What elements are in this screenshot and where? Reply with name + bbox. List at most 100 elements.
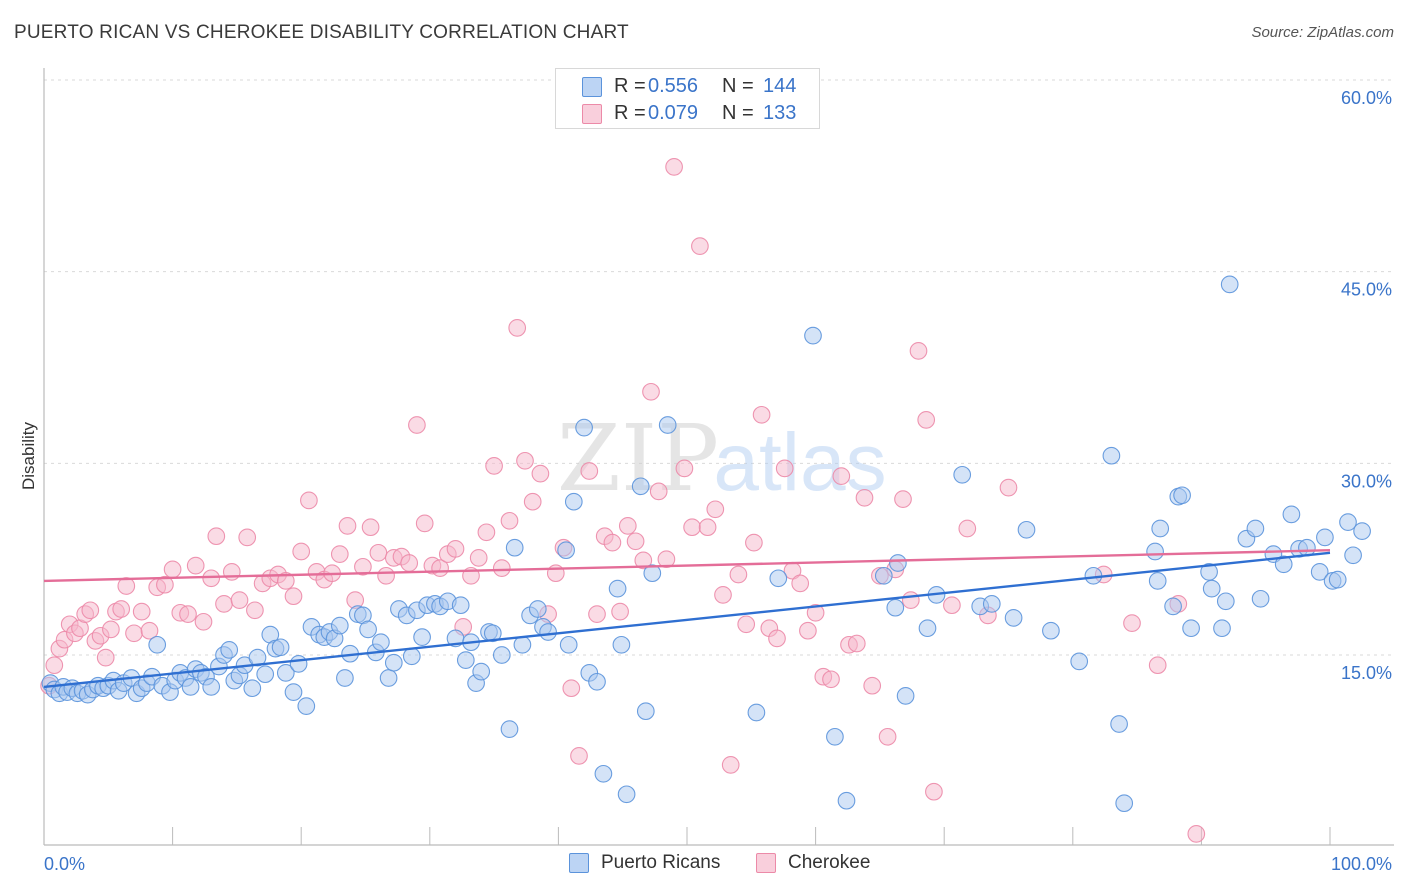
cherokee-point xyxy=(125,624,143,643)
cherokee-point xyxy=(901,591,920,609)
puerto-rican-point xyxy=(297,697,316,715)
cherokee-point xyxy=(925,782,943,801)
puerto-rican-point xyxy=(874,566,893,585)
cherokee-point xyxy=(863,676,882,695)
cherokee-point xyxy=(361,518,380,537)
puerto-rican-point xyxy=(402,647,421,666)
gridlines xyxy=(44,79,1394,656)
puerto-rican-point xyxy=(472,662,491,681)
cherokee-point xyxy=(508,319,527,337)
puerto-rican-point xyxy=(181,678,200,696)
correlation-legend: R = 0.556 N = 144 R = 0.079 N = 133 xyxy=(555,68,820,129)
y-tick-label: 15.0% xyxy=(1341,663,1392,683)
puerto-rican-point xyxy=(559,635,578,654)
puerto-rican-point xyxy=(1251,589,1270,608)
cherokee-point xyxy=(806,603,825,622)
cherokee-point xyxy=(408,416,426,434)
puerto-rican-point xyxy=(896,687,915,705)
cherokee-point xyxy=(377,566,395,585)
puerto-rican-point xyxy=(1148,572,1167,590)
source-label: Source: ZipAtlas.com xyxy=(1251,24,1394,41)
r-label: R = xyxy=(614,75,646,97)
y-tick-label: 45.0% xyxy=(1341,280,1392,300)
puerto-rican-point xyxy=(456,651,475,669)
cherokee-point xyxy=(745,533,763,552)
cherokee-point xyxy=(469,549,488,567)
cherokee-point xyxy=(246,601,264,620)
puerto-rican-point xyxy=(953,465,972,484)
cherokee-point xyxy=(179,605,197,623)
cherokee-point xyxy=(714,586,732,604)
cherokee-point xyxy=(909,342,928,360)
puerto-rican-point xyxy=(1246,519,1265,538)
cherokee-point xyxy=(775,459,794,478)
cherokee-point xyxy=(292,542,311,561)
cherokee-point xyxy=(500,511,519,530)
puerto-rican-point xyxy=(220,641,239,659)
cherokee-point xyxy=(485,457,503,475)
puerto-rican-point xyxy=(564,492,583,511)
puerto-rican-point xyxy=(379,669,398,687)
cherokee-point xyxy=(96,648,115,667)
chart-title: PUERTO RICAN VS CHEROKEE DISABILITY CORR… xyxy=(14,22,629,43)
n-value: 144 xyxy=(763,75,797,97)
puerto-rican-point xyxy=(1173,486,1191,505)
cherokee-point xyxy=(186,556,205,575)
cherokee-point xyxy=(580,462,599,480)
puerto-rican-point xyxy=(1316,528,1334,547)
cherokee-point xyxy=(238,528,257,547)
cherokee-point xyxy=(603,533,622,552)
cherokee-point xyxy=(1148,656,1167,675)
cherokee-point xyxy=(230,591,249,609)
cherokee-point xyxy=(523,492,542,511)
cherokee-point xyxy=(81,601,100,620)
cherokee-point xyxy=(369,543,388,562)
cherokee-point xyxy=(878,727,897,746)
puerto-rican-point xyxy=(413,628,431,646)
cherokee-point xyxy=(276,572,295,590)
puerto-rican-point xyxy=(617,785,636,804)
puerto-rican-point xyxy=(202,678,221,696)
cherokee-point xyxy=(300,491,318,510)
puerto-rican-point xyxy=(271,638,290,657)
puerto-rican-point xyxy=(889,554,907,572)
puerto-rican-point xyxy=(557,541,575,560)
tick-labels: 15.0% 30.0% 45.0% 60.0% 0.0% 100.0% xyxy=(44,88,1392,874)
puerto-rican-point xyxy=(643,564,662,583)
puerto-rican-trend-line xyxy=(43,551,1331,689)
puerto-rican-point xyxy=(1274,555,1293,574)
cherokee-point xyxy=(330,545,349,563)
puerto-rican-point xyxy=(1353,522,1371,540)
puerto-rican-point xyxy=(886,598,905,617)
cherokee-point xyxy=(855,488,874,507)
puerto-rican-point xyxy=(539,623,557,641)
cherokee-point xyxy=(140,621,159,640)
cherokee-point xyxy=(958,519,977,538)
puerto-rican-point xyxy=(1213,619,1231,638)
n-label: N = xyxy=(722,102,754,124)
puerto-rican-point xyxy=(256,665,275,684)
cherokee-point xyxy=(675,459,694,478)
cherokee-point xyxy=(634,551,653,570)
cherokee-point xyxy=(588,605,606,623)
x-tick-label: 100.0% xyxy=(1331,854,1392,874)
cherokee-point xyxy=(683,518,701,537)
y-tick-label: 60.0% xyxy=(1341,88,1392,108)
pink-swatch xyxy=(756,853,776,873)
cherokee-point xyxy=(737,615,756,634)
cherokee-point xyxy=(45,656,64,675)
y-axis-title: Disability xyxy=(19,421,38,490)
cherokee-point xyxy=(698,518,717,537)
cherokee-point xyxy=(194,612,213,631)
cherokee-point xyxy=(642,382,660,401)
puerto-rican-point xyxy=(289,655,308,673)
cherokee-point xyxy=(618,517,637,535)
puerto-rican-point xyxy=(372,633,390,652)
y-tick-label: 30.0% xyxy=(1341,471,1392,491)
puerto-rican-point xyxy=(1004,609,1023,627)
puerto-rican-point xyxy=(500,720,519,738)
cherokee-point xyxy=(917,411,936,429)
puerto-rican-point xyxy=(451,596,470,615)
cherokee-point xyxy=(752,405,771,424)
